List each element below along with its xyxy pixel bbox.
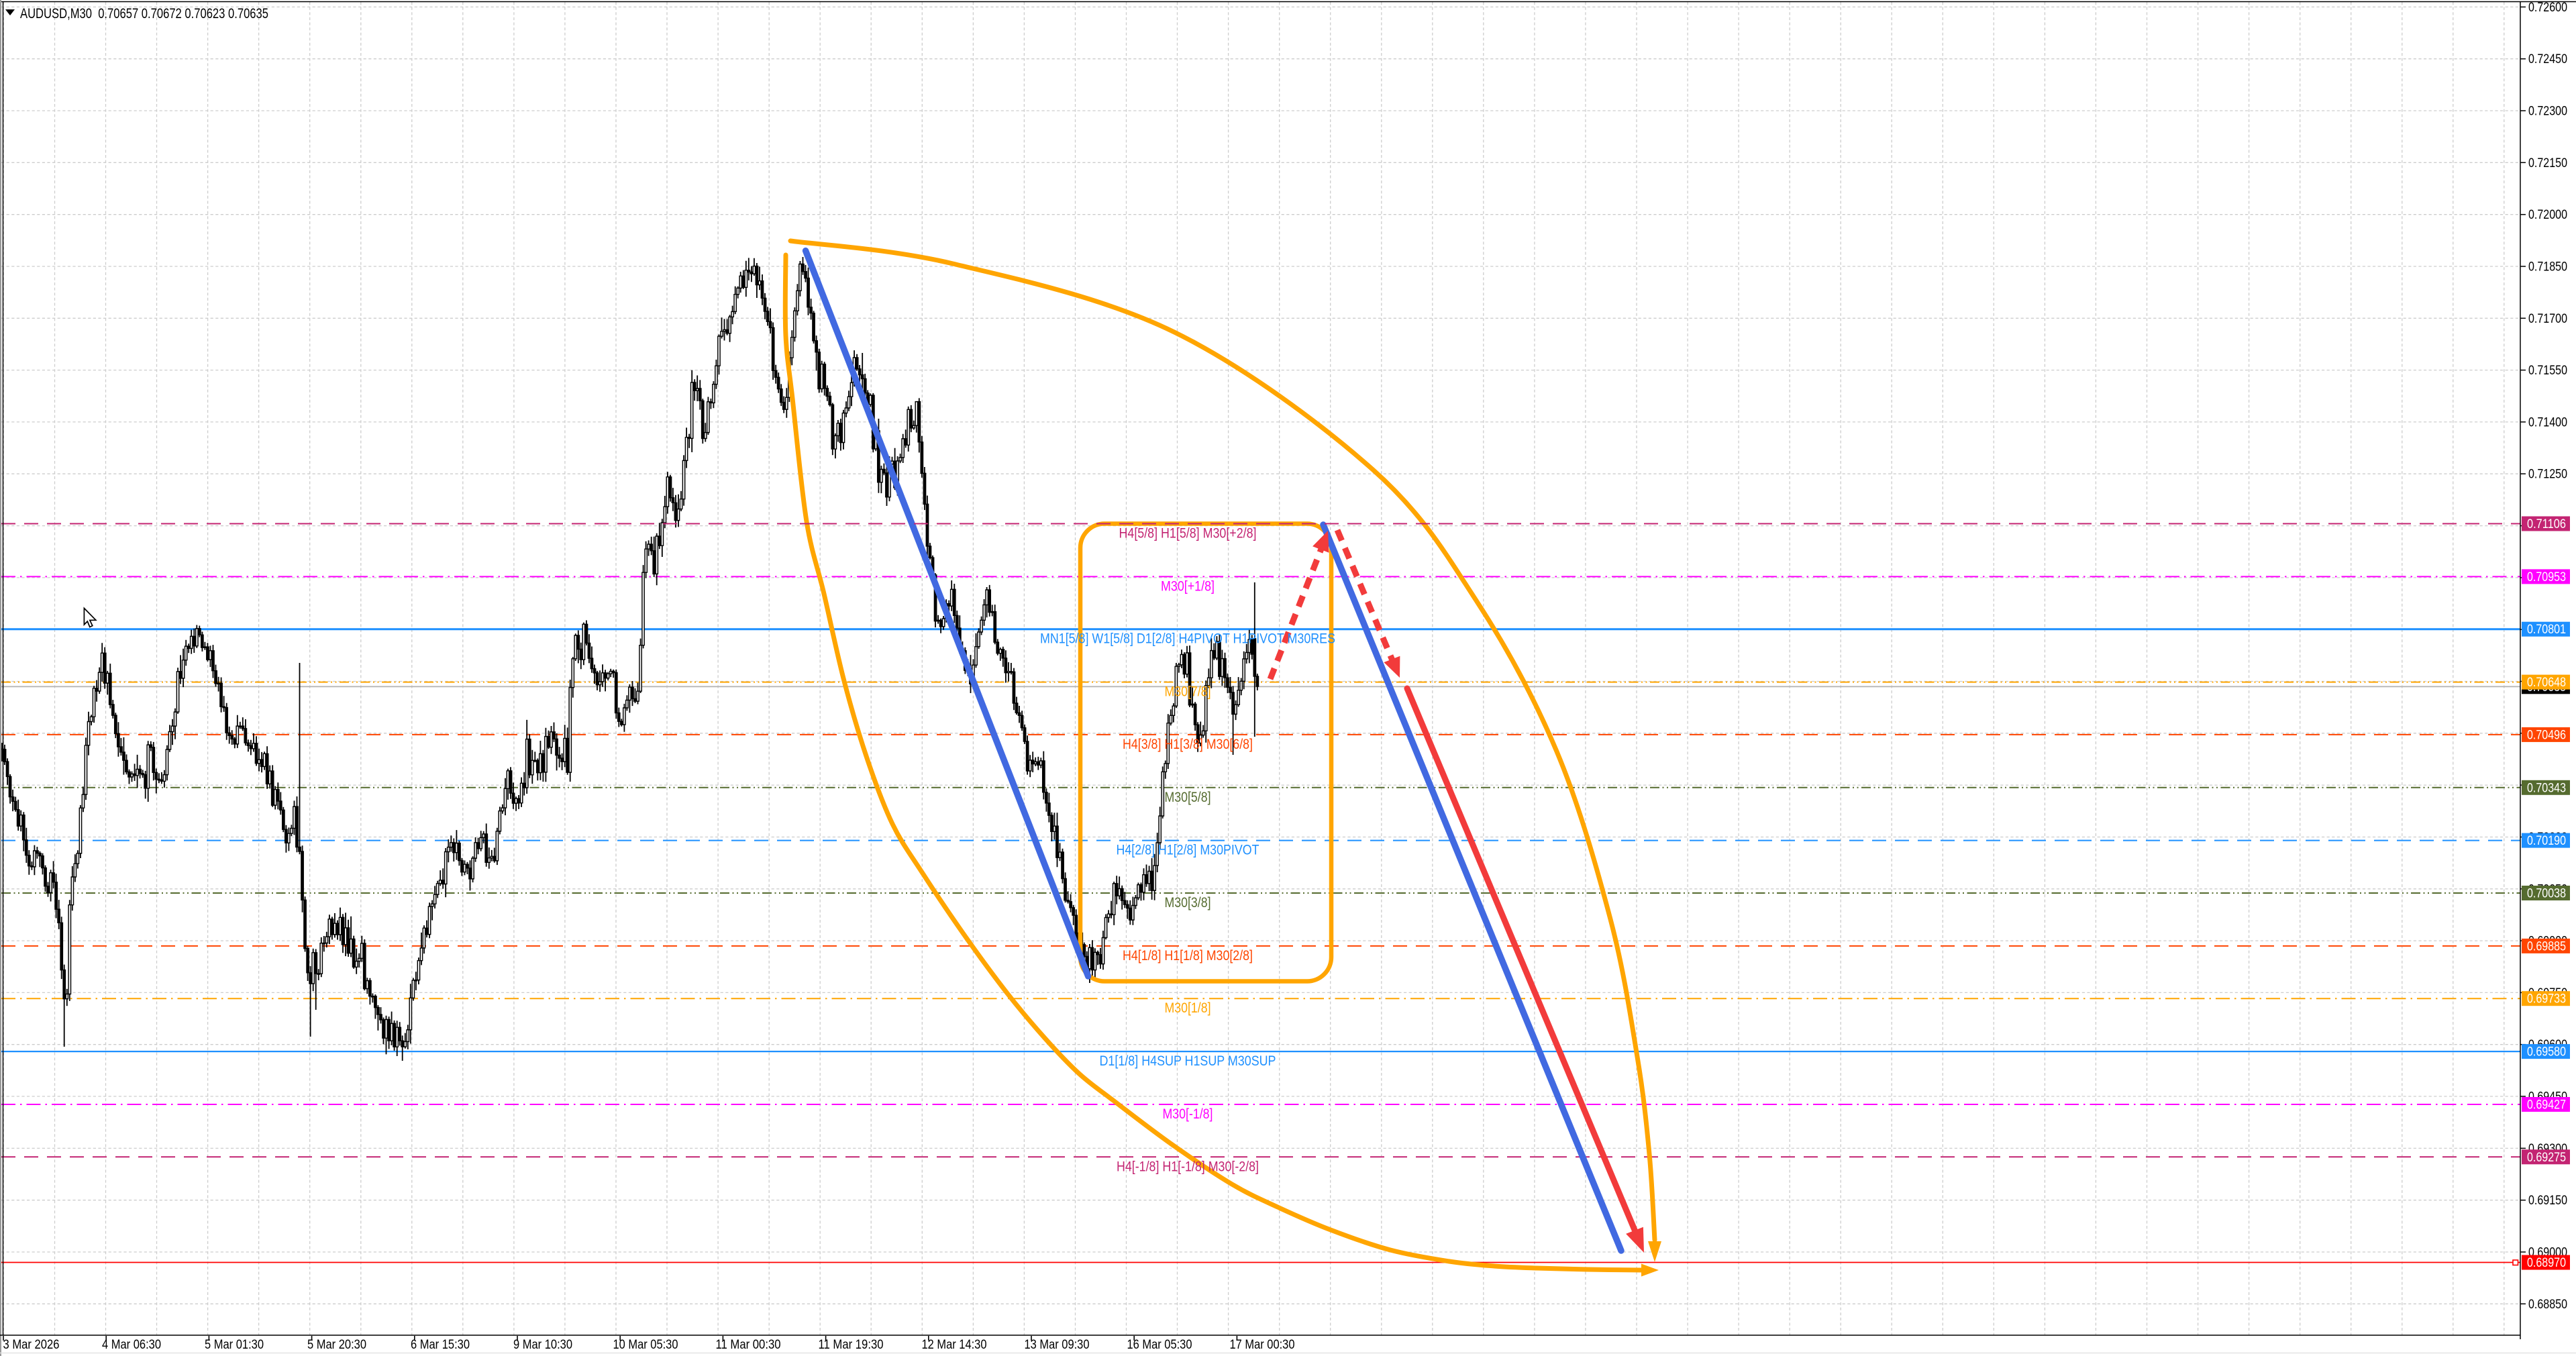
svg-text:11 Mar 00:30: 11 Mar 00:30 (716, 1338, 781, 1352)
svg-text:13 Mar 09:30: 13 Mar 09:30 (1025, 1338, 1090, 1352)
svg-text:0.70496: 0.70496 (2527, 728, 2566, 742)
svg-text:0.70953: 0.70953 (2527, 570, 2566, 584)
svg-text:0.72150: 0.72150 (2528, 156, 2567, 170)
svg-text:M30[+1/8]: M30[+1/8] (1161, 578, 1215, 594)
svg-text:5 Mar 20:30: 5 Mar 20:30 (307, 1338, 366, 1352)
svg-text:12 Mar 14:30: 12 Mar 14:30 (922, 1338, 987, 1352)
svg-text:AUDUSD,M30 0.70657 0.70672 0.: AUDUSD,M30 0.70657 0.70672 0.70623 0.706… (20, 6, 268, 21)
svg-text:0.70801: 0.70801 (2527, 623, 2566, 637)
svg-text:0.70343: 0.70343 (2527, 781, 2566, 795)
svg-text:11 Mar 19:30: 11 Mar 19:30 (819, 1338, 884, 1352)
svg-text:0.69885: 0.69885 (2527, 939, 2566, 953)
svg-text:0.70038: 0.70038 (2527, 887, 2566, 901)
svg-text:H4[-1/8] H1[-1/8] M30[-2/8]: H4[-1/8] H1[-1/8] M30[-2/8] (1117, 1159, 1259, 1174)
svg-text:5 Mar 01:30: 5 Mar 01:30 (205, 1338, 264, 1352)
svg-text:0.71700: 0.71700 (2528, 312, 2567, 326)
svg-text:17 Mar 00:30: 17 Mar 00:30 (1230, 1338, 1295, 1352)
svg-text:0.72300: 0.72300 (2528, 105, 2567, 119)
svg-text:0.71400: 0.71400 (2528, 415, 2567, 429)
svg-text:0.70190: 0.70190 (2527, 834, 2566, 848)
svg-text:M30[5/8]: M30[5/8] (1165, 790, 1211, 805)
svg-text:H4[5/8] H1[5/8] M30[+2/8]: H4[5/8] H1[5/8] M30[+2/8] (1119, 526, 1257, 541)
svg-text:H4[2/8] H1[2/8] M30PIVOT: H4[2/8] H1[2/8] M30PIVOT (1117, 843, 1259, 858)
svg-text:D1[1/8] H4SUP H1SUP M30SUP: D1[1/8] H4SUP H1SUP M30SUP (1100, 1053, 1276, 1069)
svg-text:0.71250: 0.71250 (2528, 468, 2567, 482)
svg-text:M30[3/8]: M30[3/8] (1165, 895, 1211, 910)
svg-text:0.71850: 0.71850 (2528, 260, 2567, 274)
svg-text:0.69150: 0.69150 (2528, 1194, 2567, 1208)
svg-text:M30[7/8]: M30[7/8] (1165, 684, 1211, 700)
svg-text:H4[1/8] H1[1/8] M30[2/8]: H4[1/8] H1[1/8] M30[2/8] (1123, 948, 1253, 963)
svg-text:0.72450: 0.72450 (2528, 52, 2567, 66)
svg-text:0.71106: 0.71106 (2527, 517, 2566, 531)
svg-text:0.68970: 0.68970 (2527, 1256, 2566, 1270)
svg-text:10 Mar 05:30: 10 Mar 05:30 (613, 1338, 678, 1352)
svg-text:M30[-1/8]: M30[-1/8] (1163, 1106, 1213, 1122)
svg-text:0.69580: 0.69580 (2527, 1045, 2566, 1059)
svg-text:3 Mar 2026: 3 Mar 2026 (3, 1338, 60, 1352)
svg-text:6 Mar 15:30: 6 Mar 15:30 (411, 1338, 470, 1352)
svg-text:9 Mar 10:30: 9 Mar 10:30 (513, 1338, 572, 1352)
svg-text:16 Mar 05:30: 16 Mar 05:30 (1127, 1338, 1192, 1352)
svg-text:H4[3/8] H1[3/8] M30[6/8]: H4[3/8] H1[3/8] M30[6/8] (1123, 737, 1253, 752)
svg-text:0.71550: 0.71550 (2528, 364, 2567, 378)
svg-text:0.70648: 0.70648 (2527, 676, 2566, 690)
svg-text:4 Mar 06:30: 4 Mar 06:30 (102, 1338, 161, 1352)
svg-text:0.72600: 0.72600 (2528, 1, 2567, 15)
svg-text:MN1[5/8] W1[5/8] D1[2/8] H4PIV: MN1[5/8] W1[5/8] D1[2/8] H4PIVOT H1PIVOT… (1040, 631, 1335, 647)
svg-text:M30[1/8]: M30[1/8] (1165, 1000, 1211, 1016)
svg-text:0.69427: 0.69427 (2527, 1098, 2566, 1112)
svg-text:0.69275: 0.69275 (2527, 1151, 2566, 1165)
svg-text:0.69733: 0.69733 (2527, 992, 2566, 1006)
svg-text:0.68850: 0.68850 (2528, 1298, 2567, 1312)
svg-text:0.72000: 0.72000 (2528, 208, 2567, 222)
